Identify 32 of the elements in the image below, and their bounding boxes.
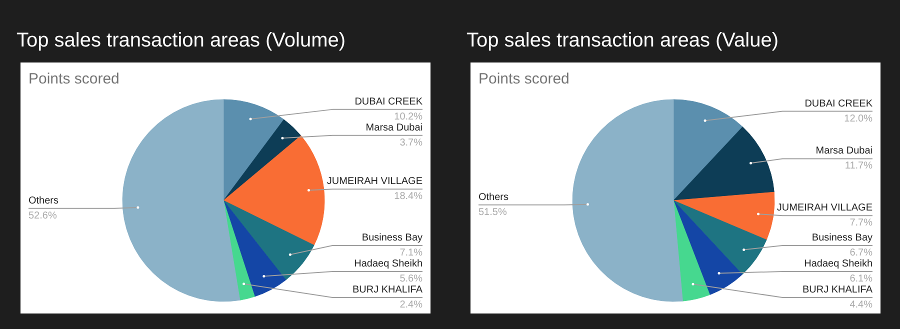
data-label: 6.1% [850, 274, 873, 284]
slice-label: Business Bay [812, 232, 873, 244]
slice-label: Business Bay [362, 232, 423, 244]
slice-label: Others [28, 195, 59, 206]
data-label: 51.5% [478, 206, 507, 218]
slice-label: DUBAI CREEK [354, 96, 423, 108]
data-label: 6.7% [850, 248, 873, 258]
slice-label: BURJ KHALIFA [802, 284, 873, 296]
chart-title: Top sales transaction areas (Value) [466, 30, 779, 52]
slice-label: DUBAI CREEK [804, 98, 873, 110]
chart-title: Top sales transaction areas (Volume) [16, 30, 346, 52]
slice-label: BURJ KHALIFA [352, 284, 423, 296]
slice-label: Hadaeq Sheikh [354, 258, 423, 270]
data-label: 4.4% [850, 300, 873, 310]
slice-label: Marsa Dubai [816, 146, 873, 157]
data-label: 2.4% [400, 300, 423, 310]
data-label: 18.4% [394, 191, 423, 202]
chart-subtitle: Points scored [28, 70, 120, 88]
data-label: 7.1% [400, 248, 423, 258]
slice-label: JUMEIRAH VILLAGE [776, 202, 873, 214]
data-label: 11.7% [844, 160, 873, 172]
slice-label: Others [478, 192, 509, 203]
data-label: 10.2% [394, 111, 423, 122]
data-label: 52.6% [28, 210, 57, 222]
slice-label: Hadaeq Sheikh [804, 258, 873, 270]
data-label: 3.7% [400, 137, 423, 148]
slice-label: Marsa Dubai [366, 122, 423, 134]
data-label: 5.6% [400, 274, 423, 284]
data-label: 12.0% [844, 113, 873, 124]
chart-subtitle: Points scored [478, 70, 570, 88]
slice-label: JUMEIRAH VILLAGE [326, 176, 423, 188]
data-label: 7.7% [850, 218, 873, 229]
